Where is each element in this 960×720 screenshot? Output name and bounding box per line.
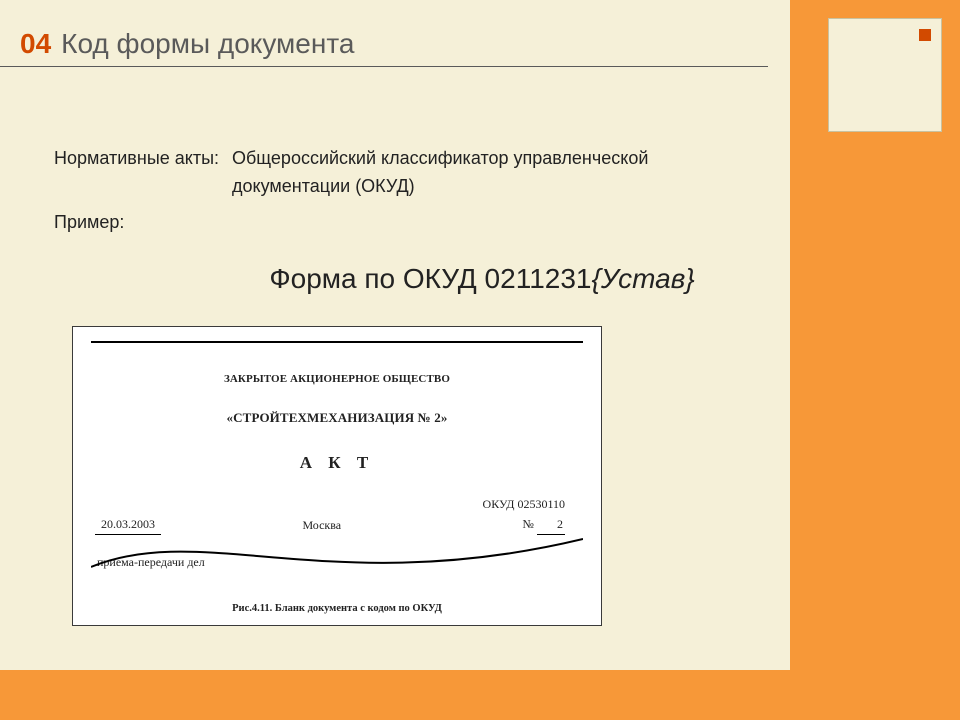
doc-city: Москва xyxy=(161,516,483,535)
slide-body: Нормативные акты: Общероссийский классиф… xyxy=(0,67,790,626)
doc-fields-row: 20.03.2003 Москва ОКУД 02530110 № 2 xyxy=(95,495,565,535)
doc-okud-block: ОКУД 02530110 № 2 xyxy=(483,495,565,535)
doc-org-type: ЗАКРЫТОЕ АКЦИОНЕРНОЕ ОБЩЕСТВО xyxy=(91,371,583,388)
normative-label: Нормативные акты: xyxy=(54,145,232,201)
doc-title: А К Т xyxy=(91,450,583,476)
doc-number-value: 2 xyxy=(537,515,565,535)
normative-value: Общероссийский классификатор управленчес… xyxy=(232,145,750,201)
header-number: 04 xyxy=(20,28,51,60)
doc-number-label: № xyxy=(523,517,534,531)
example-italic: {Устав} xyxy=(591,263,694,294)
doc-date: 20.03.2003 xyxy=(95,515,161,535)
doc-org-name: «СТРОЙТЕХМЕХАНИЗАЦИЯ № 2» xyxy=(91,408,583,428)
example-label: Пример: xyxy=(54,209,232,237)
example-main: Форма по ОКУД 0211231 xyxy=(269,263,591,294)
slide-header: 04 Код формы документа xyxy=(0,0,768,67)
header-title: Код формы документа xyxy=(61,28,354,60)
document-inner: ЗАКРЫТОЕ АКЦИОНЕРНОЕ ОБЩЕСТВО «СТРОЙТЕХМ… xyxy=(91,341,583,625)
content-panel: 04 Код формы документа Нормативные акты:… xyxy=(0,0,790,670)
doc-okud-label: ОКУД 02530110 xyxy=(483,495,565,514)
normative-row: Нормативные акты: Общероссийский классиф… xyxy=(54,145,750,201)
document-sample: ЗАКРЫТОЕ АКЦИОНЕРНОЕ ОБЩЕСТВО «СТРОЙТЕХМ… xyxy=(72,326,602,626)
doc-caption: Рис.4.11. Бланк документа с кодом по ОКУ… xyxy=(91,601,583,617)
doc-number-line: № 2 xyxy=(523,515,565,535)
example-row: Пример: xyxy=(54,209,750,237)
corner-mark-icon xyxy=(919,29,931,41)
corner-card xyxy=(828,18,942,132)
example-title: Форма по ОКУД 0211231{Устав} xyxy=(214,257,750,300)
doc-subject: приема-передачи дел xyxy=(97,553,583,572)
